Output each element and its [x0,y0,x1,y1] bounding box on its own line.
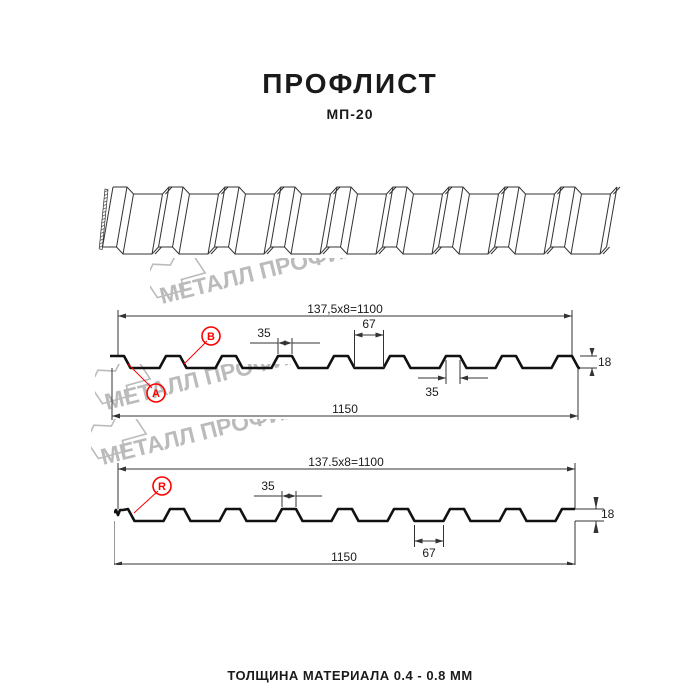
svg-text:67: 67 [422,546,436,560]
svg-text:35: 35 [257,326,271,340]
svg-text:67: 67 [362,317,376,331]
svg-text:1150: 1150 [332,402,358,416]
svg-text:R: R [158,481,166,493]
svg-text:A: A [152,388,160,400]
svg-text:1150: 1150 [331,550,357,564]
svg-text:35: 35 [425,385,439,399]
svg-text:18: 18 [598,355,612,369]
svg-text:137,5x8=1100: 137,5x8=1100 [307,302,383,316]
svg-text:35: 35 [261,479,275,493]
svg-text:137.5x8=1100: 137.5x8=1100 [308,455,384,469]
svg-text:18: 18 [601,507,614,521]
svg-text:B: B [207,331,215,343]
